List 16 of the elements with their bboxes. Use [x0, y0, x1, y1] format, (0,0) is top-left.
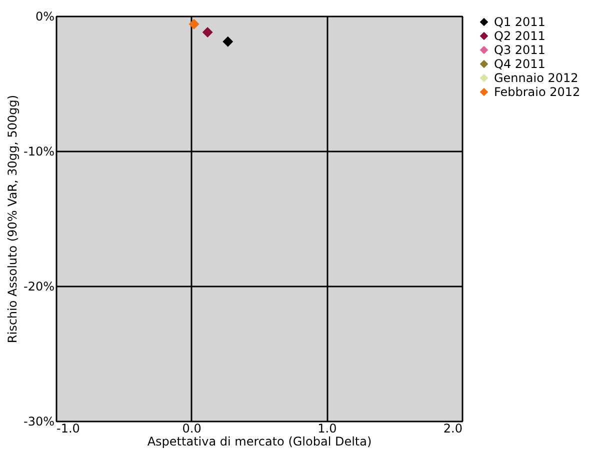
legend-label: Q3 2011 — [494, 43, 546, 57]
y-tick-label: 0% — [35, 10, 54, 24]
legend-label: Q4 2011 — [494, 57, 546, 71]
y-tick-label: -30% — [23, 414, 54, 428]
y-axis-title: Rischio Assoluto (90% VaR, 30gg, 500gg) — [6, 94, 20, 344]
legend-label: Febbraio 2012 — [494, 85, 580, 99]
x-tick-label: 1.0 — [318, 422, 337, 436]
legend-label: Q1 2011 — [494, 15, 546, 29]
y-tick-label: -10% — [23, 144, 54, 158]
x-tick-label: 0.0 — [182, 422, 202, 436]
x-tick-label: 2.0 — [443, 422, 462, 436]
x-tick-label: -1.0 — [56, 422, 80, 436]
x-axis-title: Aspettativa di mercato (Global Delta) — [147, 434, 372, 448]
legend-label: Gennaio 2012 — [494, 71, 578, 85]
legend-label: Q2 2011 — [494, 29, 546, 43]
y-tick-label: -20% — [23, 280, 54, 294]
